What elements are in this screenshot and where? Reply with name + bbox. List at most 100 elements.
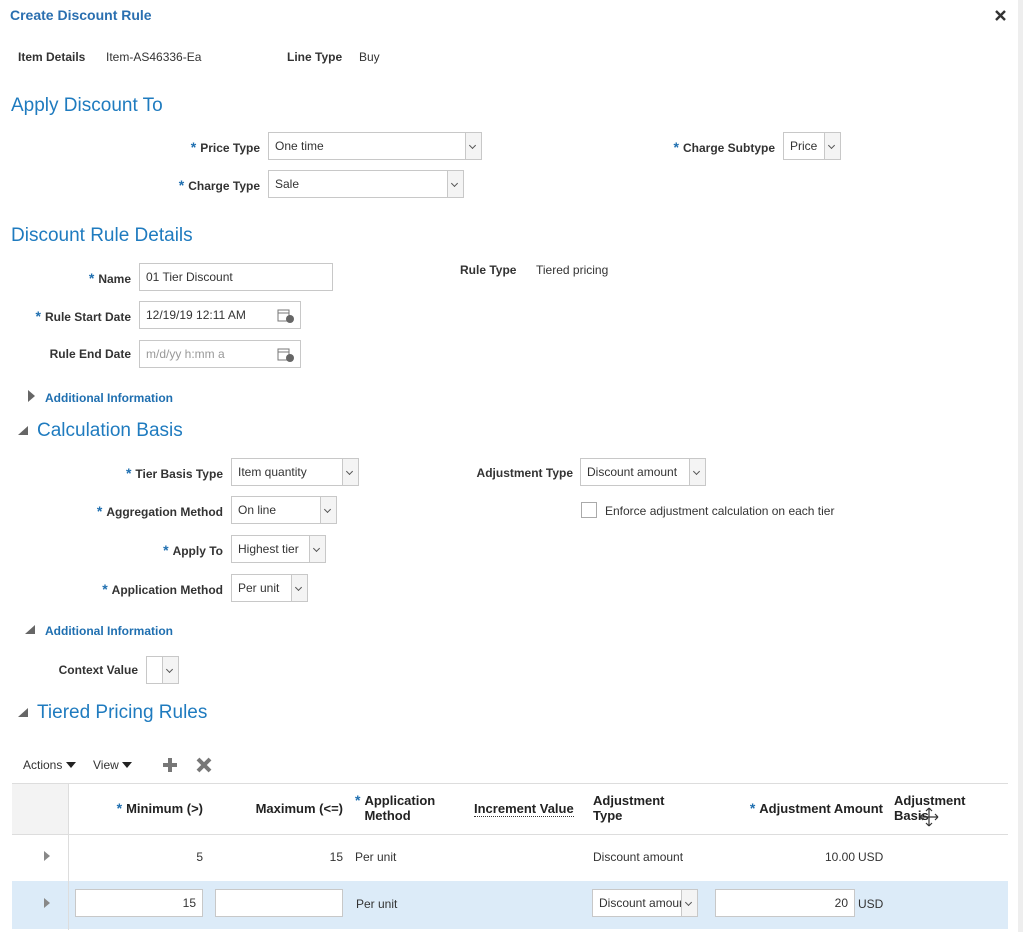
- label: Item Details: [18, 50, 86, 64]
- field-label: * Name: [89, 270, 131, 286]
- label: Apply To: [172, 544, 223, 558]
- field-label: * Tier Basis Type: [126, 465, 223, 481]
- field-label: * Apply To: [163, 542, 223, 558]
- disclosure-expanded[interactable]: [17, 426, 29, 436]
- label: Aggregation Method: [106, 505, 223, 519]
- required: *: [96, 503, 103, 519]
- field-label: Context Value: [58, 663, 138, 677]
- disclosure-link[interactable]: Additional Information: [45, 624, 173, 638]
- section-heading: Apply Discount To: [11, 95, 163, 116]
- column-header[interactable]: Adjustment Type: [593, 793, 665, 823]
- value: Item-AS46336-Ea: [106, 50, 202, 64]
- placeholder: m/d/yy h:mm a: [146, 347, 225, 361]
- checkbox-label: Enforce adjustment calculation on each t…: [605, 504, 835, 518]
- select[interactable]: [146, 656, 179, 684]
- label: Name: [98, 272, 131, 286]
- header-row-selector: [12, 784, 69, 834]
- text-input[interactable]: 01 Tier Discount: [139, 263, 333, 291]
- column-header[interactable]: Adjustment Basis: [894, 793, 966, 823]
- disclosure-expanded[interactable]: [24, 625, 36, 635]
- row-selector-column: [12, 834, 69, 930]
- select[interactable]: Sale: [268, 170, 464, 198]
- number-input[interactable]: 15: [75, 889, 203, 917]
- select-value: One time: [275, 139, 324, 153]
- required: *: [88, 270, 95, 286]
- disclosure-expanded[interactable]: [17, 708, 29, 718]
- disclosure-link[interactable]: Additional Information: [45, 391, 173, 405]
- required: *: [749, 800, 756, 816]
- label: Application Method: [111, 583, 223, 597]
- column-header[interactable]: Maximum (<=): [255, 801, 343, 816]
- select[interactable]: Discount amount: [592, 889, 698, 917]
- column-header[interactable]: * Adjustment Amount: [749, 800, 883, 817]
- select[interactable]: Item quantity: [231, 458, 359, 486]
- select-value: Discount amount: [599, 896, 690, 910]
- header-text: Minimum (>): [126, 801, 203, 816]
- select[interactable]: Discount amount: [580, 458, 706, 486]
- menu-button[interactable]: View: [93, 758, 133, 772]
- close-button[interactable]: [995, 10, 1006, 21]
- cell: USD: [858, 897, 884, 911]
- cell: Per unit: [356, 897, 398, 911]
- row-expander[interactable]: [44, 851, 50, 861]
- date-value: 12/19/19 12:11 AM: [146, 308, 246, 322]
- date-input[interactable]: m/d/yy h:mm a: [139, 340, 301, 368]
- field-label: Rule End Date: [49, 347, 131, 361]
- value: Tiered pricing: [536, 263, 609, 277]
- label: Charge Subtype: [682, 141, 775, 155]
- disclosure-collapsed[interactable]: [27, 390, 37, 402]
- field-label: * Charge Type: [179, 177, 260, 193]
- select[interactable]: Highest tier: [231, 535, 326, 563]
- delete-row-button[interactable]: [196, 757, 212, 773]
- required: *: [190, 139, 197, 155]
- number-input[interactable]: [215, 889, 343, 917]
- add-row-button[interactable]: [162, 757, 178, 773]
- required: *: [102, 581, 108, 597]
- section-heading: Discount Rule Details: [11, 225, 193, 246]
- number-input[interactable]: 20: [715, 889, 855, 917]
- column-header[interactable]: * Minimum (>): [116, 800, 203, 817]
- header-text: Application Method: [364, 793, 436, 823]
- checkbox[interactable]: [581, 502, 597, 518]
- select-value: On line: [238, 503, 277, 517]
- cell: Per unit: [355, 850, 397, 864]
- calendar-icon[interactable]: [277, 308, 295, 324]
- dialog-title: Create Discount Rule: [10, 7, 152, 23]
- field-label: * Charge Subtype: [674, 139, 775, 155]
- cell: 5: [196, 850, 203, 864]
- required: *: [673, 139, 679, 155]
- column-header[interactable]: Increment Value: [474, 801, 574, 817]
- scrollbar: [1018, 0, 1023, 932]
- label: Charge Type: [188, 179, 260, 193]
- required: *: [125, 465, 132, 481]
- field-label: * Price Type: [191, 139, 260, 155]
- required: *: [35, 308, 41, 324]
- select[interactable]: Price: [783, 132, 841, 160]
- label: Line Type: [287, 50, 343, 64]
- select-value: Per unit: [238, 581, 280, 595]
- required: *: [116, 800, 123, 816]
- select[interactable]: Per unit: [231, 574, 308, 602]
- required: *: [178, 177, 185, 193]
- section-heading: Calculation Basis: [37, 420, 183, 441]
- required: *: [355, 792, 361, 808]
- cell: 15: [329, 850, 343, 864]
- select[interactable]: One time: [268, 132, 482, 160]
- select[interactable]: On line: [231, 496, 337, 524]
- column-header[interactable]: * Application Method: [355, 792, 460, 824]
- cell: USD: [858, 850, 884, 864]
- row-expander[interactable]: [44, 898, 50, 908]
- menu-button[interactable]: Actions: [23, 758, 76, 772]
- label: Price Type: [200, 141, 260, 155]
- label: Rule Type: [460, 263, 517, 277]
- date-input[interactable]: 12/19/19 12:11 AM: [139, 301, 301, 329]
- select-value: Highest tier: [238, 542, 299, 556]
- calendar-icon[interactable]: [277, 347, 295, 363]
- select-value: Discount amount: [587, 465, 678, 479]
- field-label: * Application Method: [102, 581, 223, 597]
- field-label: Adjustment Type: [476, 466, 573, 480]
- cell: 10.00: [824, 850, 855, 864]
- field-label: * Rule Start Date: [36, 308, 131, 324]
- field-label: * Aggregation Method: [97, 503, 223, 519]
